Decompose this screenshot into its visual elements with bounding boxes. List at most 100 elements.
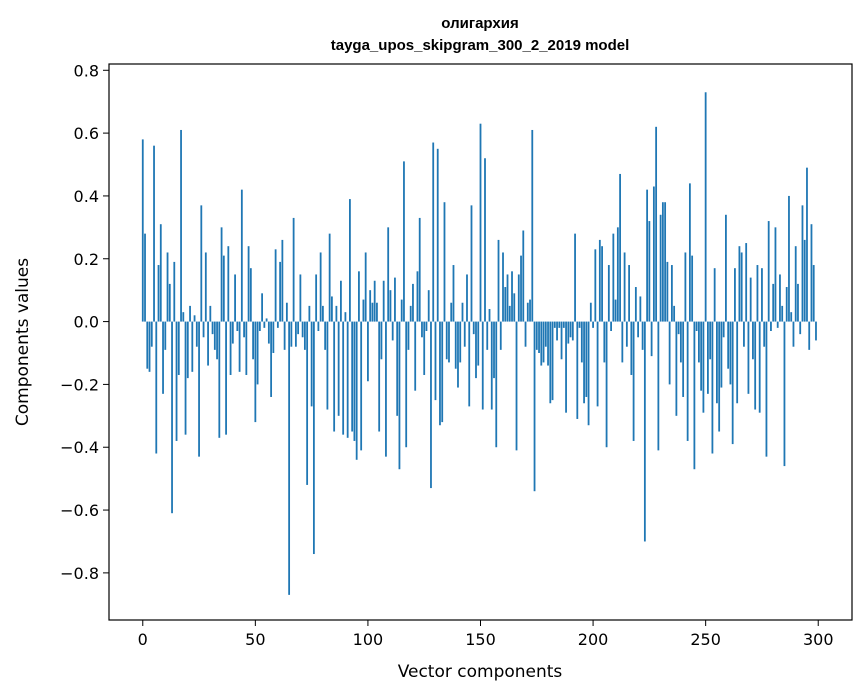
bar-297 <box>810 224 813 322</box>
bar-232 <box>664 202 667 322</box>
bar-44 <box>240 189 243 322</box>
bar-4 <box>150 321 153 347</box>
bar-151 <box>481 321 484 410</box>
bar-273 <box>756 265 759 322</box>
bar-29 <box>207 321 209 366</box>
bar-90 <box>344 312 347 322</box>
bar-293 <box>801 205 804 322</box>
bar-96 <box>358 271 360 322</box>
bar-41 <box>234 274 236 322</box>
bar-129 <box>432 142 435 322</box>
bar-296 <box>808 321 811 350</box>
bar-62 <box>281 239 284 322</box>
y-axis-label: Components values <box>13 258 33 426</box>
bar-5 <box>153 145 155 322</box>
bar-53 <box>261 293 263 322</box>
bar-121 <box>414 321 417 391</box>
bar-68 <box>294 321 297 347</box>
bar-251 <box>707 321 709 394</box>
bar-274 <box>758 321 761 413</box>
bar-193 <box>576 321 579 419</box>
bar-206 <box>605 321 608 448</box>
bar-160 <box>502 252 504 322</box>
bar-125 <box>423 321 426 375</box>
bar-6 <box>155 321 158 454</box>
bar-268 <box>745 243 748 322</box>
bar-289 <box>792 321 795 347</box>
bar-75 <box>310 321 313 407</box>
bar-157 <box>495 321 498 448</box>
bar-143 <box>463 321 466 347</box>
bar-178 <box>542 321 545 363</box>
bar-275 <box>761 268 763 322</box>
bar-124 <box>421 321 423 338</box>
x-tick-label-0: 0 <box>138 630 148 649</box>
bar-28 <box>204 252 207 322</box>
bar-18 <box>182 312 185 322</box>
bar-230 <box>659 214 662 322</box>
bar-138 <box>452 265 455 322</box>
bar-155 <box>490 321 493 410</box>
bar-233 <box>666 261 669 322</box>
bar-27 <box>202 321 205 338</box>
bar-87 <box>337 321 340 416</box>
bar-176 <box>538 321 540 353</box>
bar-272 <box>754 321 757 410</box>
bar-158 <box>497 239 500 322</box>
bar-0 <box>141 139 144 322</box>
bar-92 <box>349 199 351 322</box>
bar-292 <box>799 321 802 335</box>
bar-25 <box>198 321 200 457</box>
bar-295 <box>806 167 808 322</box>
bar-265 <box>738 246 741 322</box>
bar-224 <box>646 189 649 322</box>
bar-214 <box>623 252 626 322</box>
bar-110 <box>389 290 392 322</box>
bar-55 <box>265 318 268 322</box>
bar-15 <box>175 321 178 441</box>
bar-113 <box>396 321 399 416</box>
bar-156 <box>493 321 495 379</box>
bar-84 <box>331 296 333 322</box>
bar-109 <box>387 227 390 322</box>
bar-26 <box>200 205 203 322</box>
bar-66 <box>290 321 293 347</box>
bar-128 <box>430 321 432 489</box>
bar-204 <box>601 246 603 322</box>
bar-181 <box>549 321 552 404</box>
bar-263 <box>734 268 736 322</box>
bar-85 <box>333 321 336 432</box>
bar-91 <box>346 321 349 438</box>
bar-32 <box>213 321 216 350</box>
bar-139 <box>454 321 457 369</box>
bar-71 <box>301 321 304 338</box>
bar-118 <box>407 321 410 350</box>
bar-56 <box>267 321 270 344</box>
y-tick-label-5: −0.2 <box>60 375 99 394</box>
bar-89 <box>342 321 345 435</box>
bar-112 <box>394 277 396 322</box>
bar-241 <box>684 252 687 322</box>
bar-208 <box>610 321 612 331</box>
bar-136 <box>448 321 450 363</box>
bar-82 <box>326 321 329 410</box>
bar-182 <box>551 321 554 401</box>
bar-80 <box>321 305 324 322</box>
bars-group <box>141 92 817 595</box>
bar-37 <box>225 321 227 435</box>
bar-83 <box>328 233 331 322</box>
bar-59 <box>274 249 277 322</box>
bar-269 <box>747 321 750 394</box>
x-tick-label-200: 200 <box>578 630 609 649</box>
bar-200 <box>592 321 594 328</box>
x-tick-label-100: 100 <box>353 630 384 649</box>
bar-93 <box>351 321 354 432</box>
bar-12 <box>168 283 171 322</box>
bar-97 <box>360 321 363 451</box>
bar-65 <box>288 321 291 595</box>
bar-149 <box>477 321 480 366</box>
bar-276 <box>763 321 766 347</box>
bar-161 <box>504 287 507 322</box>
bar-262 <box>731 321 734 445</box>
bar-60 <box>276 321 279 328</box>
